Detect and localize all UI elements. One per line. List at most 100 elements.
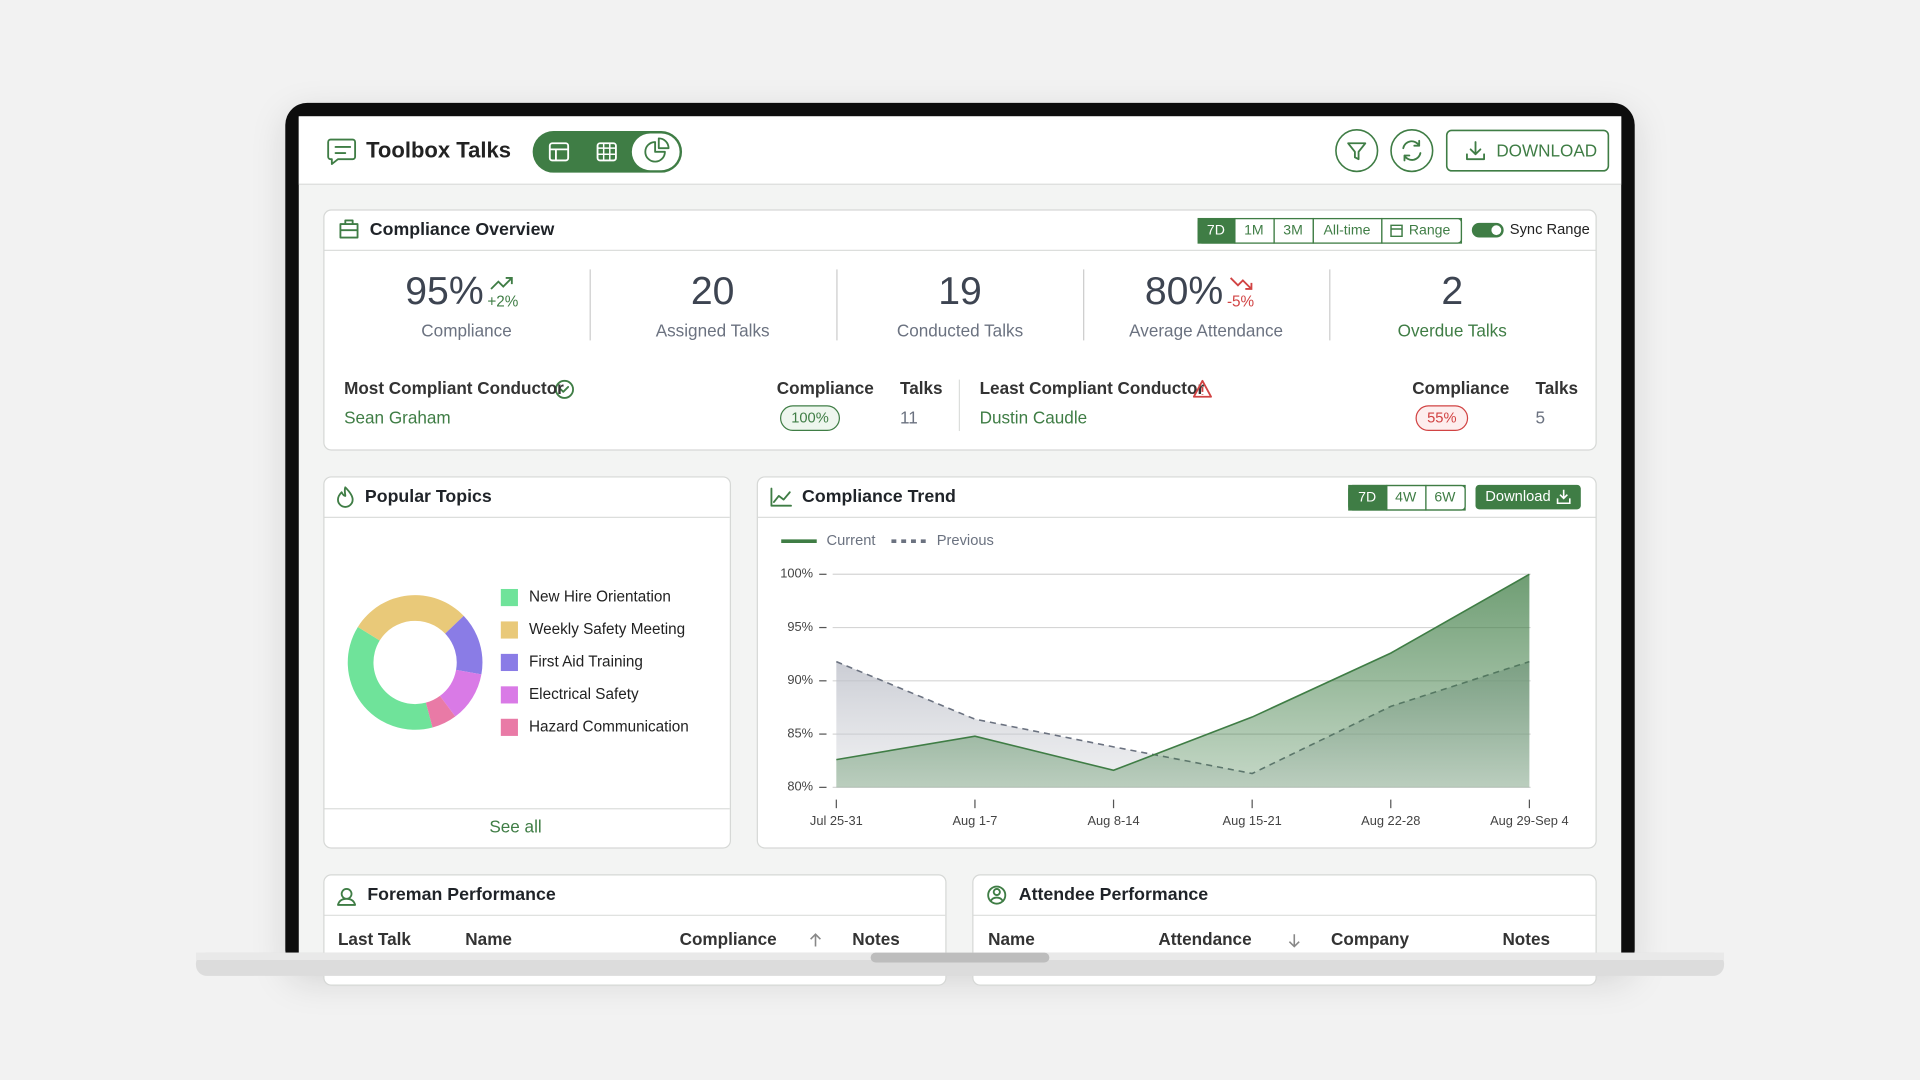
x-tick-label: Aug 8-14 xyxy=(1087,813,1139,828)
stat-label: Compliance xyxy=(421,320,511,340)
stat-value: 95% xyxy=(405,270,483,313)
table-view-button[interactable] xyxy=(548,142,570,162)
trend-download-button[interactable] xyxy=(1475,484,1581,510)
stat-delta: +2% xyxy=(487,293,518,310)
legend-label: Current xyxy=(827,533,876,549)
card-title: Foreman Performance xyxy=(367,884,556,904)
attendee-icon-figure xyxy=(989,888,1004,903)
sort-descending[interactable] xyxy=(1288,934,1300,948)
column-header: Company xyxy=(1331,929,1410,949)
donut-slice xyxy=(425,695,456,728)
see-all-link[interactable]: See all xyxy=(489,816,541,836)
check-icon xyxy=(555,379,574,399)
y-tick-label: 90% xyxy=(787,672,813,687)
refresh-button[interactable] xyxy=(1390,129,1434,173)
check-mark xyxy=(559,386,570,393)
donut-slice xyxy=(445,615,483,675)
calendar-view-button[interactable] xyxy=(596,142,617,162)
refresh-icon xyxy=(1402,139,1422,162)
download-icon xyxy=(1466,141,1485,161)
least-name: Dustin Caudle xyxy=(980,407,1088,427)
card-title: Attendee Performance xyxy=(1019,884,1209,904)
segment-button[interactable] xyxy=(1197,217,1236,244)
stat-value: 2 xyxy=(1441,270,1463,313)
x-tick-label: Jul 25-31 xyxy=(810,813,863,828)
legend-label: New Hire Orientation xyxy=(529,589,671,606)
compliance-pill xyxy=(780,405,840,432)
compliance-value: 55% xyxy=(1427,411,1456,427)
sync-label: Sync Range xyxy=(1510,222,1590,238)
column-header: Talks xyxy=(1536,378,1579,398)
stat-value: 19 xyxy=(938,270,982,313)
segment-label: 7D xyxy=(1358,488,1376,504)
y-tick-label: 100% xyxy=(780,566,813,581)
app-title: Toolbox Talks xyxy=(366,138,511,163)
column-header: Compliance xyxy=(680,929,777,949)
talks-value: 5 xyxy=(1536,407,1546,427)
stat-label: Assigned Talks xyxy=(656,320,770,340)
legend-label: Hazard Communication xyxy=(529,718,689,735)
area xyxy=(836,574,1530,788)
segment-label: 7D xyxy=(1207,222,1225,238)
column-header: Last Talk xyxy=(338,929,411,949)
compliance-value: 100% xyxy=(791,411,829,427)
card-title: Compliance Overview xyxy=(370,219,555,239)
most-label: Most Compliant Conductor xyxy=(344,378,564,398)
warning-icon xyxy=(1192,379,1212,398)
trend-arrow xyxy=(490,277,513,290)
filter-button[interactable] xyxy=(1335,129,1379,173)
column-header: Name xyxy=(465,929,512,949)
legend-label: First Aid Training xyxy=(529,653,643,670)
segment-label: 6W xyxy=(1434,488,1456,504)
download-label: DOWNLOAD xyxy=(1496,140,1597,160)
y-tick-label: 95% xyxy=(787,619,813,634)
x-tick-label: Aug 15-21 xyxy=(1223,813,1282,828)
legend-swatch xyxy=(500,718,518,736)
segment-label: All-time xyxy=(1323,222,1370,238)
legend-swatch xyxy=(500,588,518,607)
app-icon xyxy=(327,138,357,165)
column-header: Name xyxy=(988,929,1035,949)
segment-button[interactable] xyxy=(1381,217,1463,244)
donut-slice xyxy=(439,669,482,717)
donut-slice xyxy=(357,595,464,641)
segment-label: 4W xyxy=(1395,488,1417,504)
segment-button[interactable] xyxy=(1425,484,1466,511)
download-icon xyxy=(1556,489,1571,505)
line xyxy=(836,573,1530,772)
talks-value: 11 xyxy=(900,407,918,427)
y-tick-label: 80% xyxy=(787,779,813,794)
column-header: Notes xyxy=(852,929,900,949)
app: Toolbox Talks DOWNLOAD Compliance Overvi… xyxy=(298,116,1622,986)
column-header: Compliance xyxy=(777,378,874,398)
laptop-notch xyxy=(870,952,1050,963)
stat-label: Overdue Talks xyxy=(1398,320,1507,340)
column-header: Attendance xyxy=(1158,929,1251,949)
most-name: Sean Graham xyxy=(344,407,451,427)
x-tick-label: Aug 1-7 xyxy=(952,813,997,828)
column-header: Talks xyxy=(900,378,943,398)
card-title: Popular Topics xyxy=(365,486,492,506)
filter-icon xyxy=(1347,142,1367,161)
toggle-knob xyxy=(1491,225,1502,236)
legend-swatch xyxy=(500,686,518,704)
column-header: Compliance xyxy=(1412,378,1509,398)
overview-card xyxy=(323,209,1597,451)
sort-ascending[interactable] xyxy=(810,933,821,947)
card-title: Compliance Trend xyxy=(802,486,956,506)
trend-icon xyxy=(770,487,792,507)
stat-delta: -5% xyxy=(1227,293,1255,310)
legend-label: Previous xyxy=(937,533,994,549)
donut-slice xyxy=(347,626,433,730)
trend-download-label: Download xyxy=(1485,489,1550,505)
foreman-icon xyxy=(337,888,357,906)
legend-label: Electrical Safety xyxy=(529,686,639,703)
y-tick-label: 85% xyxy=(787,725,813,740)
download-button[interactable] xyxy=(1445,129,1610,172)
overview-icon xyxy=(339,219,359,239)
chart-view-icon xyxy=(644,137,670,163)
stat-label: Average Attendance xyxy=(1129,320,1283,340)
legend-swatch xyxy=(500,653,518,672)
